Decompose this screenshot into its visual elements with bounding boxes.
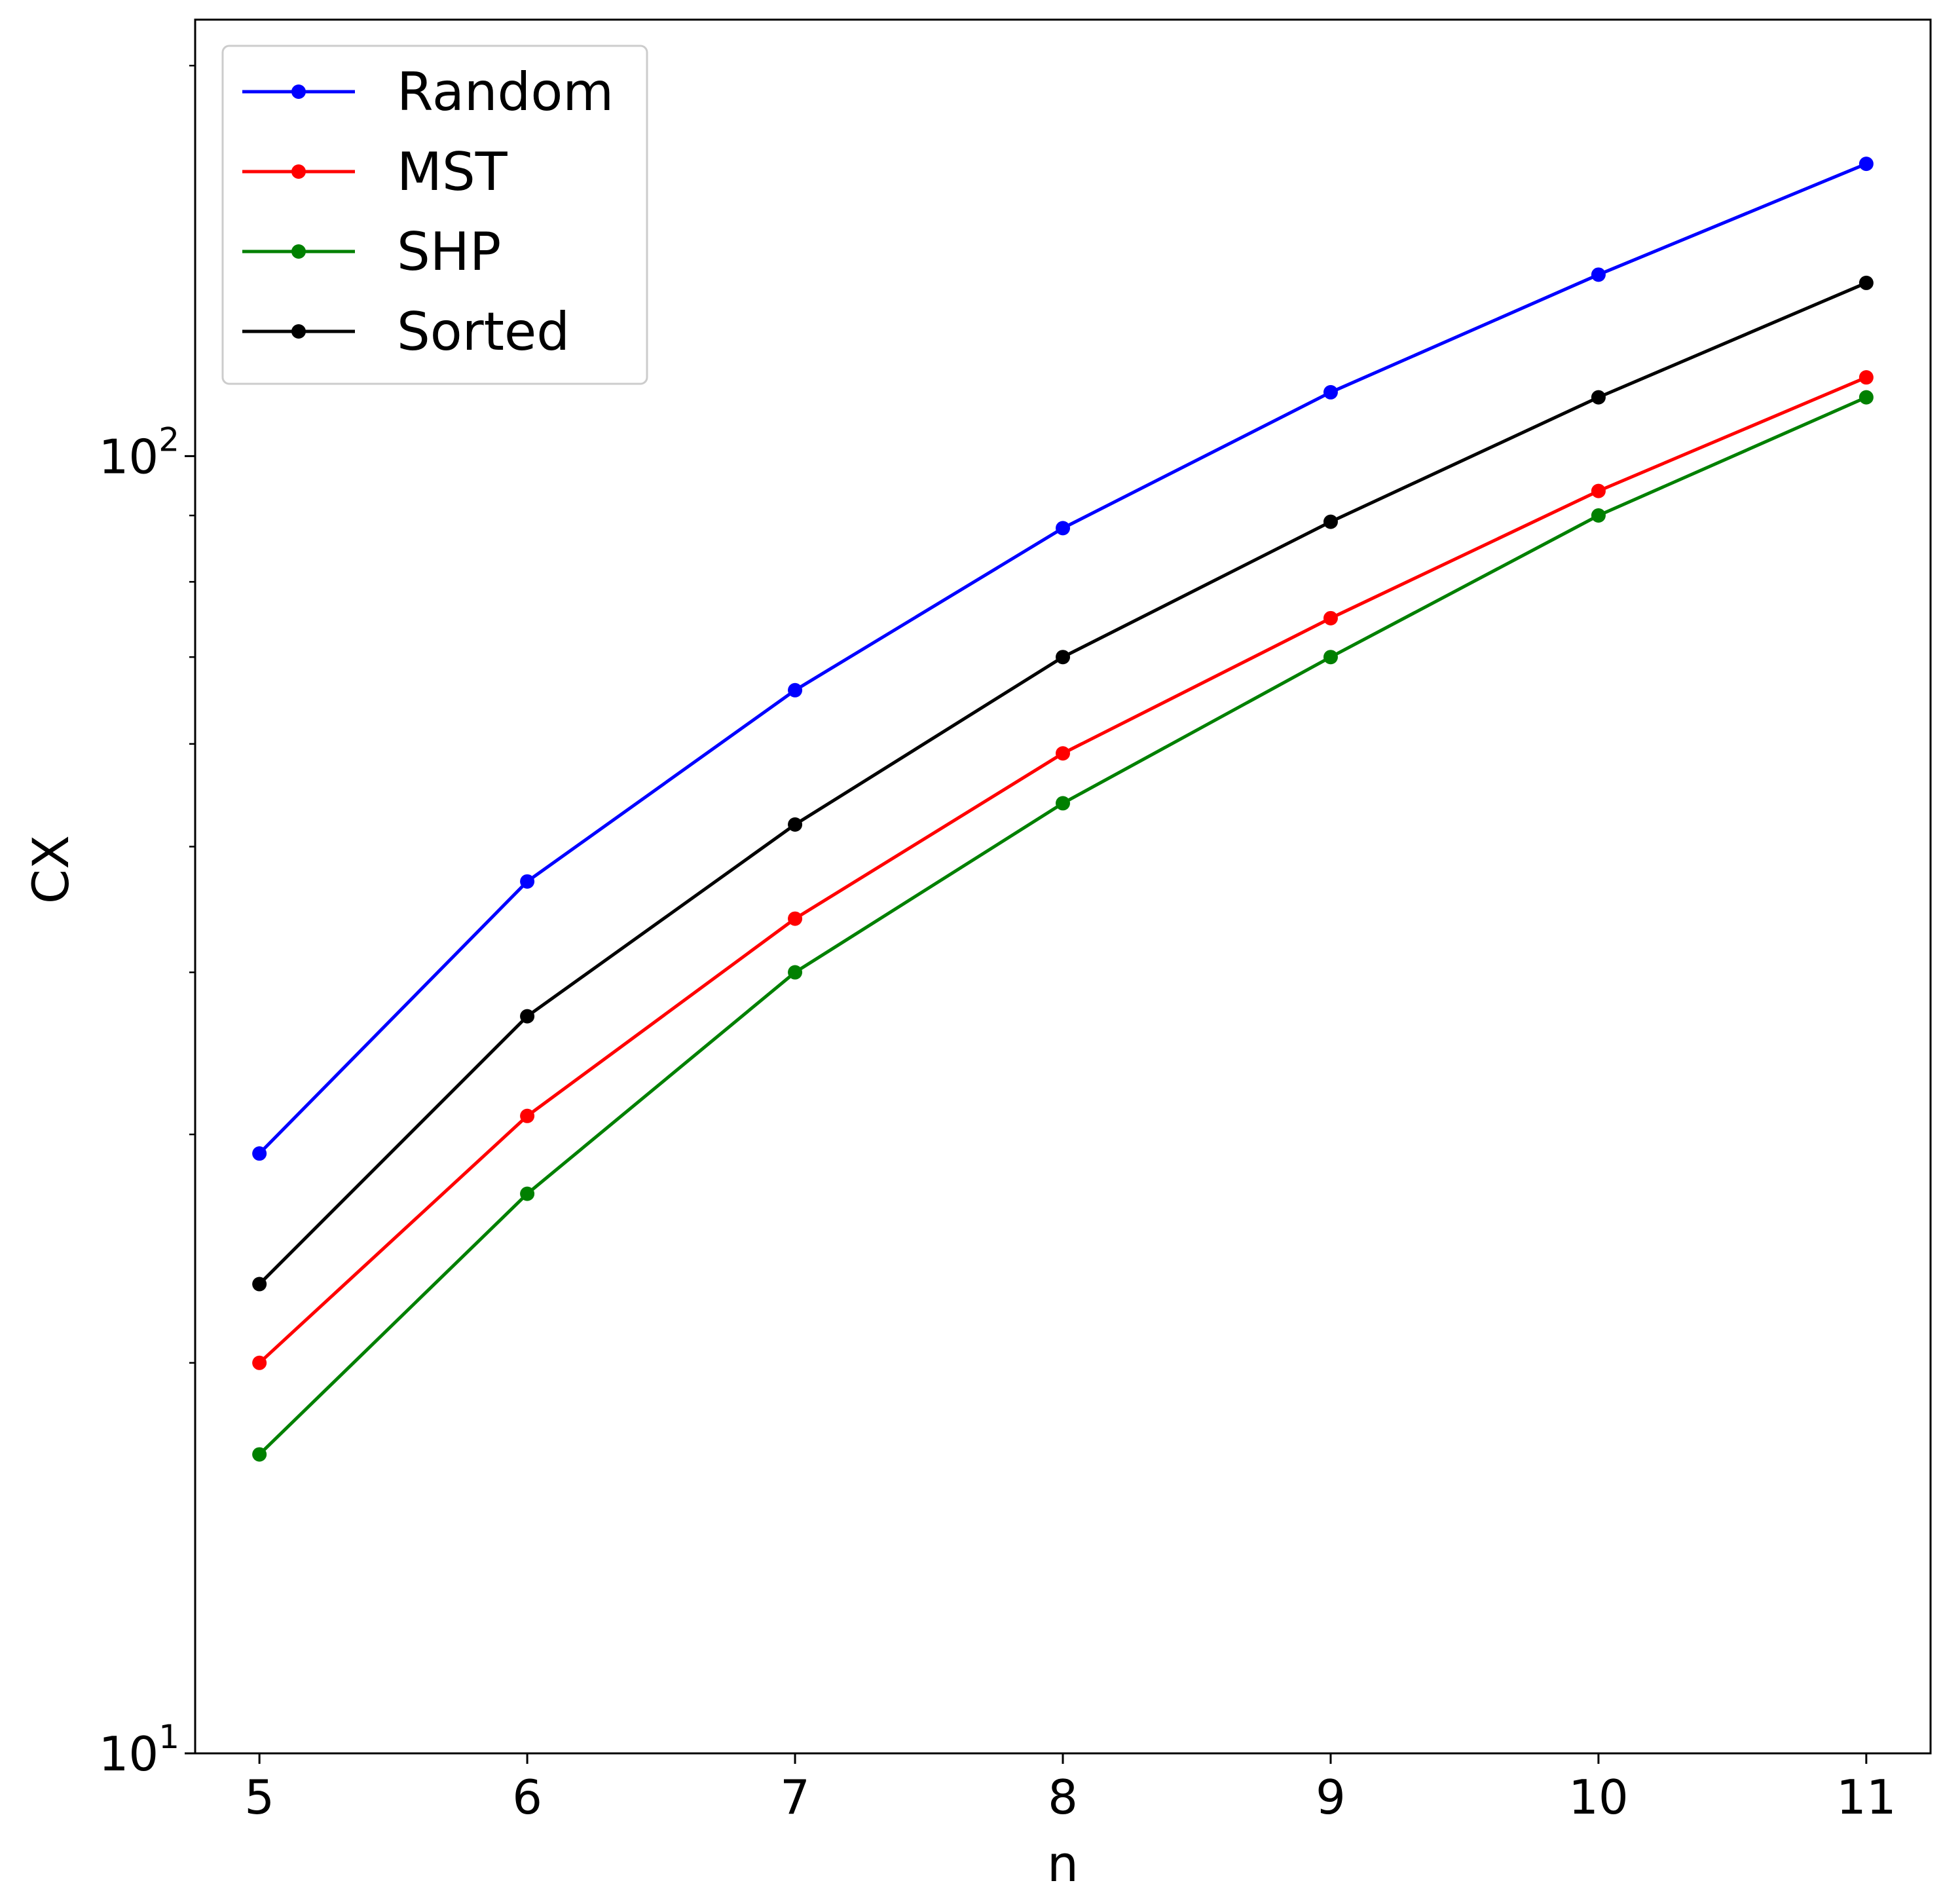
data-point	[520, 1009, 535, 1024]
data-point	[1591, 483, 1606, 498]
data-point	[252, 1146, 267, 1161]
data-point	[1591, 390, 1606, 405]
data-point	[252, 1355, 267, 1370]
x-tick-label: 6	[512, 1770, 542, 1825]
legend-box	[221, 45, 648, 385]
legend-marker	[291, 164, 306, 179]
data-point	[1056, 521, 1070, 536]
x-tick-label: 11	[1836, 1770, 1897, 1825]
data-point	[1591, 508, 1606, 523]
data-point	[252, 1447, 267, 1462]
series-line	[258, 281, 1867, 1286]
series-shp	[252, 390, 1874, 1462]
legend: Random MST SHP Sorted	[221, 45, 648, 385]
legend-item-sorted: Sorted	[242, 301, 570, 362]
plot-lines	[252, 157, 1874, 1462]
data-point	[520, 1186, 535, 1201]
legend-marker	[291, 244, 306, 259]
x-axis-ticks: 5 6 7 8 9 10 11	[244, 1753, 1897, 1825]
series-sorted	[252, 275, 1874, 1292]
data-point	[1056, 746, 1070, 761]
data-point	[1323, 610, 1338, 625]
data-point	[520, 1108, 535, 1123]
data-point	[1323, 514, 1338, 529]
x-tick-label: 8	[1048, 1770, 1078, 1825]
data-point	[1859, 390, 1874, 405]
data-point	[1859, 157, 1874, 172]
data-point	[788, 965, 803, 980]
data-point	[1859, 275, 1874, 290]
series-mst	[252, 370, 1874, 1370]
legend-label: MST	[397, 141, 508, 202]
data-point	[1056, 796, 1070, 811]
legend-item-random: Random	[242, 62, 614, 122]
x-axis-label: n	[1047, 1835, 1079, 1893]
data-point	[788, 817, 803, 832]
data-point	[1591, 267, 1606, 282]
x-tick-label: 7	[780, 1770, 810, 1825]
legend-item-shp: SHP	[242, 221, 501, 282]
legend-marker	[291, 84, 306, 99]
data-point	[788, 682, 803, 698]
y-tick-label: 102	[99, 420, 179, 484]
y-tick-label: 101	[99, 1718, 179, 1782]
x-tick-label: 5	[244, 1770, 274, 1825]
legend-marker	[291, 324, 306, 339]
series-line	[258, 396, 1867, 1456]
series-random	[252, 157, 1874, 1161]
legend-item-mst: MST	[242, 141, 508, 202]
legend-label: SHP	[397, 221, 501, 282]
data-point	[1056, 650, 1070, 665]
data-point	[788, 911, 803, 926]
data-point	[1859, 370, 1874, 385]
x-tick-label: 9	[1316, 1770, 1346, 1825]
x-tick-label: 10	[1568, 1770, 1629, 1825]
legend-label: Sorted	[397, 301, 570, 362]
data-point	[520, 874, 535, 889]
y-axis-label: CX	[22, 835, 80, 904]
data-point	[1323, 384, 1338, 400]
legend-label: Random	[397, 62, 614, 122]
y-axis-ticks: 101 102	[99, 64, 195, 1782]
data-point	[1323, 650, 1338, 665]
data-point	[252, 1277, 267, 1292]
